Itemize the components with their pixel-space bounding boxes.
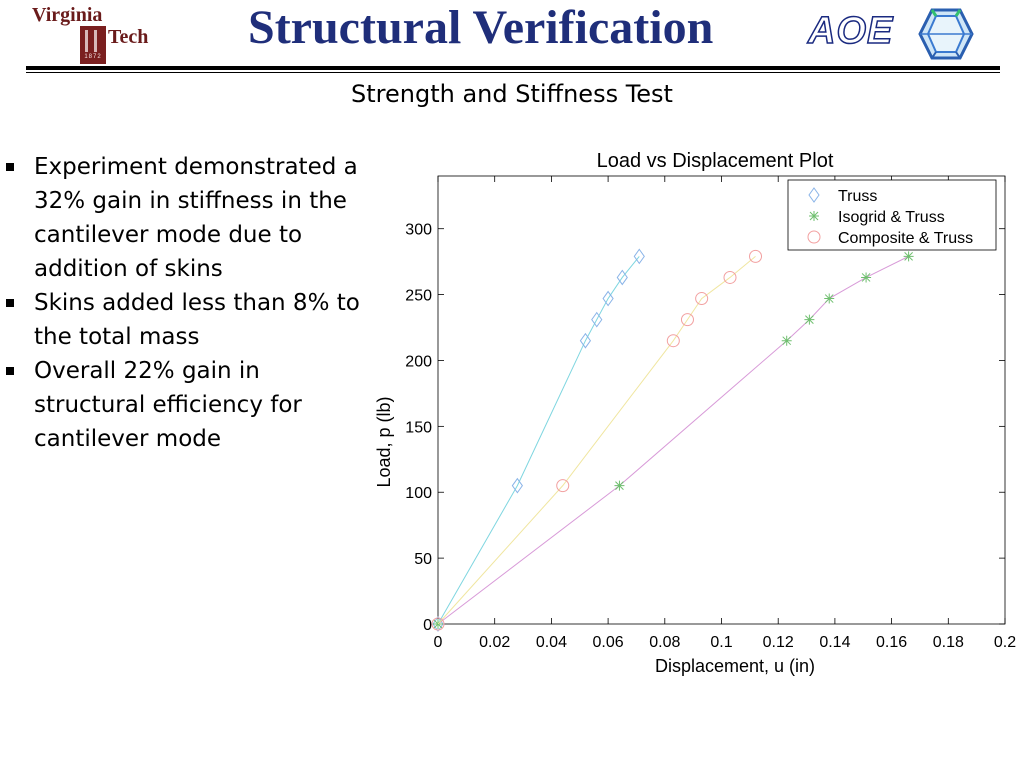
header-rule-thin xyxy=(26,72,1000,73)
legend-label: Isogrid & Truss xyxy=(838,209,945,226)
logo-shield xyxy=(80,26,106,64)
x-tick-label: 0.02 xyxy=(479,634,510,651)
y-tick-label: 0 xyxy=(423,617,432,634)
y-tick-label: 50 xyxy=(414,551,432,568)
legend-marker-0 xyxy=(808,187,820,203)
bullet-list: Experiment demonstrated a 32% gain in st… xyxy=(6,150,376,456)
data-point-series-1 xyxy=(903,251,914,262)
series-line-2 xyxy=(437,255,756,625)
legend-box xyxy=(787,179,997,251)
y-tick-label: 100 xyxy=(405,485,432,502)
virginia-tech-logo: Virginia 1872 Tech xyxy=(28,4,168,66)
hexagon-structure-icon xyxy=(918,8,974,60)
data-point-series-2 xyxy=(431,617,445,631)
bullet-item: Skins added less than 8% to the total ma… xyxy=(6,286,376,354)
x-tick-label: 0.14 xyxy=(819,634,850,651)
x-tick-label: 0 xyxy=(434,634,443,651)
square-bullet-icon xyxy=(6,299,14,307)
data-point-series-2 xyxy=(695,292,709,306)
data-point-series-0 xyxy=(579,332,592,349)
y-tick-label: 250 xyxy=(405,288,432,305)
y-tick-label: 200 xyxy=(405,353,432,370)
bullet-item: Experiment demonstrated a 32% gain in st… xyxy=(6,150,376,286)
x-tick-label: 0.2 xyxy=(994,634,1016,651)
data-point-series-0 xyxy=(602,290,614,307)
x-tick-label: 0.1 xyxy=(710,634,732,651)
y-axis-label: Load, p (lb) xyxy=(374,396,394,487)
x-tick-label: 0.04 xyxy=(536,634,567,651)
data-point-series-2 xyxy=(666,334,680,348)
data-point-series-0 xyxy=(616,269,628,286)
data-point-series-1 xyxy=(614,480,625,491)
series-line-1 xyxy=(437,255,909,625)
legend-marker-2 xyxy=(807,230,821,244)
legend-label: Composite & Truss xyxy=(838,230,973,247)
header-rule-thick xyxy=(26,66,1000,70)
data-point-series-0 xyxy=(633,248,645,265)
x-tick-label: 0.12 xyxy=(763,634,794,651)
data-point-series-2 xyxy=(723,270,737,284)
x-tick-label: 0.06 xyxy=(593,634,624,651)
y-tick-label: 150 xyxy=(405,419,432,436)
data-point-series-0 xyxy=(591,311,603,328)
data-point-series-0 xyxy=(511,477,523,494)
chart-title: Load vs Displacement Plot xyxy=(597,150,834,172)
x-axis-label: Displacement, u (in) xyxy=(655,656,815,676)
x-tick-label: 0.16 xyxy=(876,634,907,651)
x-tick-label: 0.18 xyxy=(933,634,964,651)
data-point-series-2 xyxy=(749,249,763,263)
legend-label: Truss xyxy=(838,188,877,205)
x-tick-label: 0.08 xyxy=(649,634,680,651)
slide-subtitle: Strength and Stiffness Test xyxy=(351,80,673,108)
square-bullet-icon xyxy=(6,163,14,171)
logo-year: 1872 xyxy=(84,54,102,60)
data-point-series-1 xyxy=(861,272,872,283)
data-point-series-2 xyxy=(556,479,570,493)
y-tick-label: 300 xyxy=(405,222,432,239)
data-point-series-2 xyxy=(680,313,694,327)
data-point-series-1 xyxy=(824,293,835,304)
load-displacement-chart: Load vs Displacement Plot Displacement, … xyxy=(374,150,1016,676)
page-title: Structural Verification xyxy=(248,1,714,54)
data-point-series-1 xyxy=(804,314,815,325)
bullet-text: Overall 22% gain in structural efficienc… xyxy=(34,358,302,452)
data-point-series-1 xyxy=(781,335,792,346)
logo-tech-text: Tech xyxy=(108,26,149,48)
bullet-text: Skins added less than 8% to the total ma… xyxy=(34,290,360,350)
bullet-text: Experiment demonstrated a 32% gain in st… xyxy=(34,154,358,282)
legend-marker-1 xyxy=(809,211,819,221)
square-bullet-icon xyxy=(6,367,14,375)
series-line-0 xyxy=(437,256,640,625)
aoe-logo: AOE xyxy=(807,9,894,53)
bullet-item: Overall 22% gain in structural efficienc… xyxy=(6,354,376,456)
logo-virginia-text: Virginia xyxy=(32,4,103,26)
